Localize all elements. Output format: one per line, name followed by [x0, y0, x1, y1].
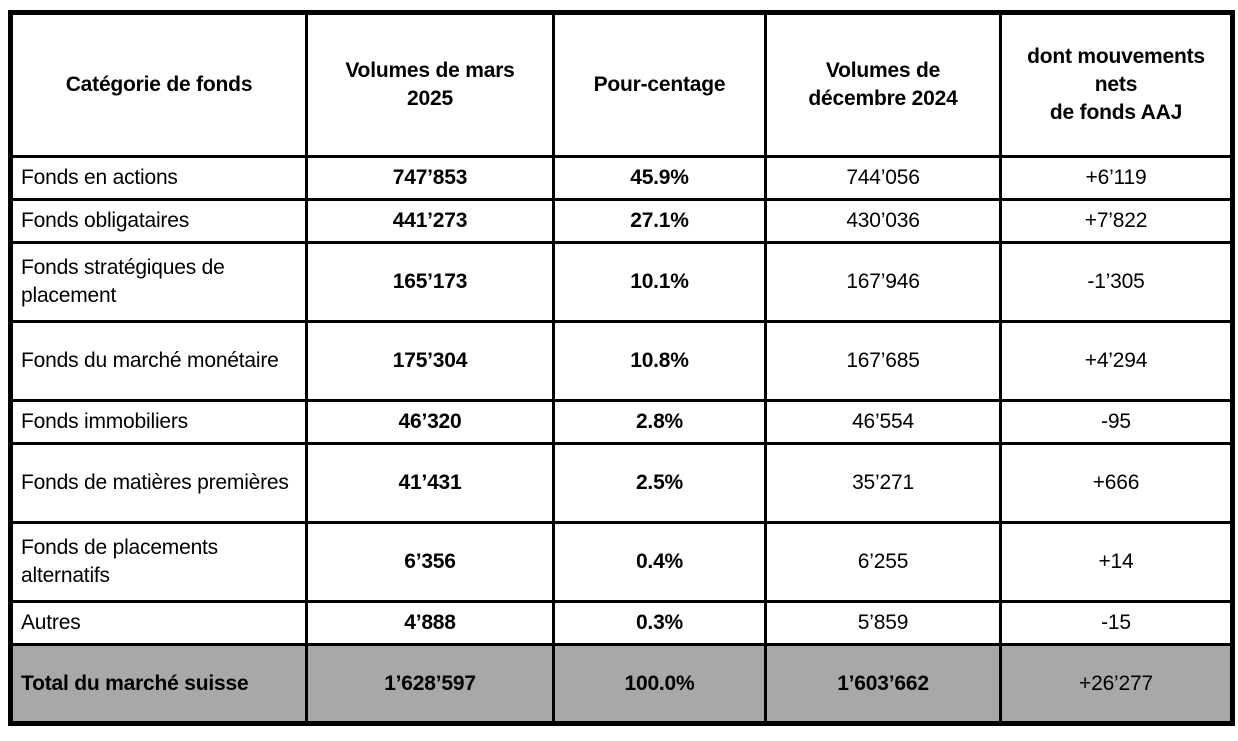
table-row: Fonds obligataires 441’273 27.1% 430’036…: [9, 198, 1234, 244]
header-volumes-mars-2025: Volumes de mars 2025: [305, 11, 555, 158]
cell-mouvements-nets: -1’305: [999, 241, 1234, 323]
cell-volumes-mars: 41’431: [305, 442, 555, 524]
cell-volumes-mars: 747’853: [305, 155, 555, 201]
table-row: Fonds du marché monétaire 175’304 10.8% …: [9, 320, 1234, 402]
cell-pourcentage: 0.4%: [552, 521, 767, 603]
cell-volumes-decembre: 744’056: [764, 155, 1002, 201]
header-pourcentage: Pour-centage: [552, 11, 767, 158]
cell-volumes-decembre: 35’271: [764, 442, 1002, 524]
cell-pourcentage: 2.5%: [552, 442, 767, 524]
cell-category: Fonds de matières premières: [9, 442, 308, 524]
total-volumes-mars: 1’628’597: [305, 643, 555, 725]
swiss-funds-table: Catégorie de fonds Volumes de mars 2025 …: [8, 10, 1235, 726]
cell-category: Fonds stratégiques de placement: [9, 241, 308, 323]
cell-category: Fonds immobiliers: [9, 399, 308, 445]
total-pourcentage: 100.0%: [552, 643, 767, 725]
cell-category: Fonds en actions: [9, 155, 308, 201]
table-row: Fonds immobiliers 46’320 2.8% 46’554 -95: [9, 399, 1234, 445]
cell-category: Autres: [9, 600, 308, 646]
cell-volumes-mars: 6’356: [305, 521, 555, 603]
cell-volumes-decembre: 167’946: [764, 241, 1002, 323]
cell-volumes-decembre: 430’036: [764, 198, 1002, 244]
total-mouvements-nets: +26’277: [999, 643, 1234, 725]
cell-mouvements-nets: +6’119: [999, 155, 1234, 201]
cell-volumes-mars: 46’320: [305, 399, 555, 445]
cell-pourcentage: 2.8%: [552, 399, 767, 445]
cell-mouvements-nets: +14: [999, 521, 1234, 603]
cell-category: Fonds obligataires: [9, 198, 308, 244]
cell-volumes-decembre: 6’255: [764, 521, 1002, 603]
header-category: Catégorie de fonds: [9, 11, 308, 158]
table-row: Fonds de placements alternatifs 6’356 0.…: [9, 521, 1234, 603]
cell-mouvements-nets: -95: [999, 399, 1234, 445]
cell-mouvements-nets: -15: [999, 600, 1234, 646]
cell-pourcentage: 27.1%: [552, 198, 767, 244]
cell-mouvements-nets: +666: [999, 442, 1234, 524]
cell-volumes-decembre: 5’859: [764, 600, 1002, 646]
cell-mouvements-nets: +4’294: [999, 320, 1234, 402]
header-mouvements-nets: dont mouvements nets de fonds AAJ: [999, 11, 1234, 158]
cell-category: Fonds de placements alternatifs: [9, 521, 308, 603]
table-row: Fonds stratégiques de placement 165’173 …: [9, 241, 1234, 323]
cell-pourcentage: 45.9%: [552, 155, 767, 201]
total-row: Total du marché suisse 1’628’597 100.0% …: [9, 643, 1234, 725]
total-label: Total du marché suisse: [9, 643, 308, 725]
table-row: Autres 4’888 0.3% 5’859 -15: [9, 600, 1234, 646]
cell-volumes-mars: 4’888: [305, 600, 555, 646]
cell-volumes-decembre: 46’554: [764, 399, 1002, 445]
cell-pourcentage: 10.1%: [552, 241, 767, 323]
cell-volumes-mars: 165’173: [305, 241, 555, 323]
header-volumes-decembre-2024: Volumes de décembre 2024: [764, 11, 1002, 158]
cell-volumes-mars: 441’273: [305, 198, 555, 244]
cell-volumes-mars: 175’304: [305, 320, 555, 402]
header-row: Catégorie de fonds Volumes de mars 2025 …: [9, 11, 1234, 158]
cell-volumes-decembre: 167’685: [764, 320, 1002, 402]
table-row: Fonds en actions 747’853 45.9% 744’056 +…: [9, 155, 1234, 201]
cell-category: Fonds du marché monétaire: [9, 320, 308, 402]
table-row: Fonds de matières premières 41’431 2.5% …: [9, 442, 1234, 524]
cell-pourcentage: 10.8%: [552, 320, 767, 402]
cell-mouvements-nets: +7’822: [999, 198, 1234, 244]
cell-pourcentage: 0.3%: [552, 600, 767, 646]
total-volumes-decembre: 1’603’662: [764, 643, 1002, 725]
